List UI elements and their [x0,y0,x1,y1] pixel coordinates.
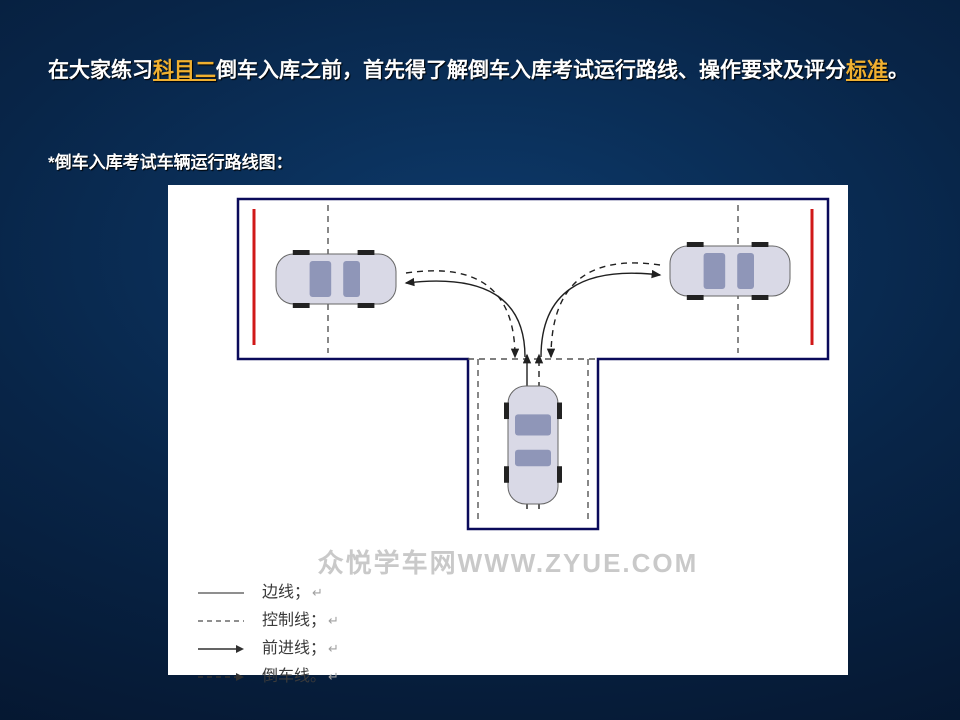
text-post: 。 [888,59,909,82]
legend-row-forward: 前进线； ↵ [196,635,339,663]
link-subject2[interactable]: 科目二 [153,59,216,82]
legend-row-reverse: 倒车线。 ↵ [196,663,339,691]
legend-label-forward: 前进线； [262,635,326,663]
return-icon: ↵ [328,635,339,663]
legend-sym-arrow-solid [196,644,262,654]
return-icon: ↵ [328,607,339,635]
legend: 边线； ↵ 控制线； ↵ 前进线； ↵ 倒车线 [196,579,339,691]
diagram-container: 众悦学车网WWW.ZYUE.COM 边线； ↵ 控制线； ↵ 前 [168,185,848,675]
return-icon: ↵ [328,663,339,691]
legend-label-reverse: 倒车线。 [262,663,326,691]
text-pre: 在大家练习 [48,59,153,82]
legend-row-border: 边线； ↵ [196,579,339,607]
legend-row-control: 控制线； ↵ [196,607,339,635]
legend-label-control: 控制线； [262,607,326,635]
legend-sym-dash [196,617,262,625]
text-mid: 倒车入库之前，首先得了解倒车入库考试运行路线、操作要求及评分 [216,59,846,82]
parking-diagram [168,185,848,555]
slide: 在大家练习科目二倒车入库之前，首先得了解倒车入库考试运行路线、操作要求及评分标准… [0,0,960,675]
legend-sym-arrow-dash [196,672,262,682]
link-standard[interactable]: 标准 [846,59,888,82]
intro-paragraph: 在大家练习科目二倒车入库之前，首先得了解倒车入库考试运行路线、操作要求及评分标准… [48,56,912,86]
return-icon: ↵ [312,579,323,607]
diagram-title: *倒车入库考试车辆运行路线图： [48,148,912,173]
legend-sym-solid [196,589,262,597]
legend-label-border: 边线； [262,579,310,607]
